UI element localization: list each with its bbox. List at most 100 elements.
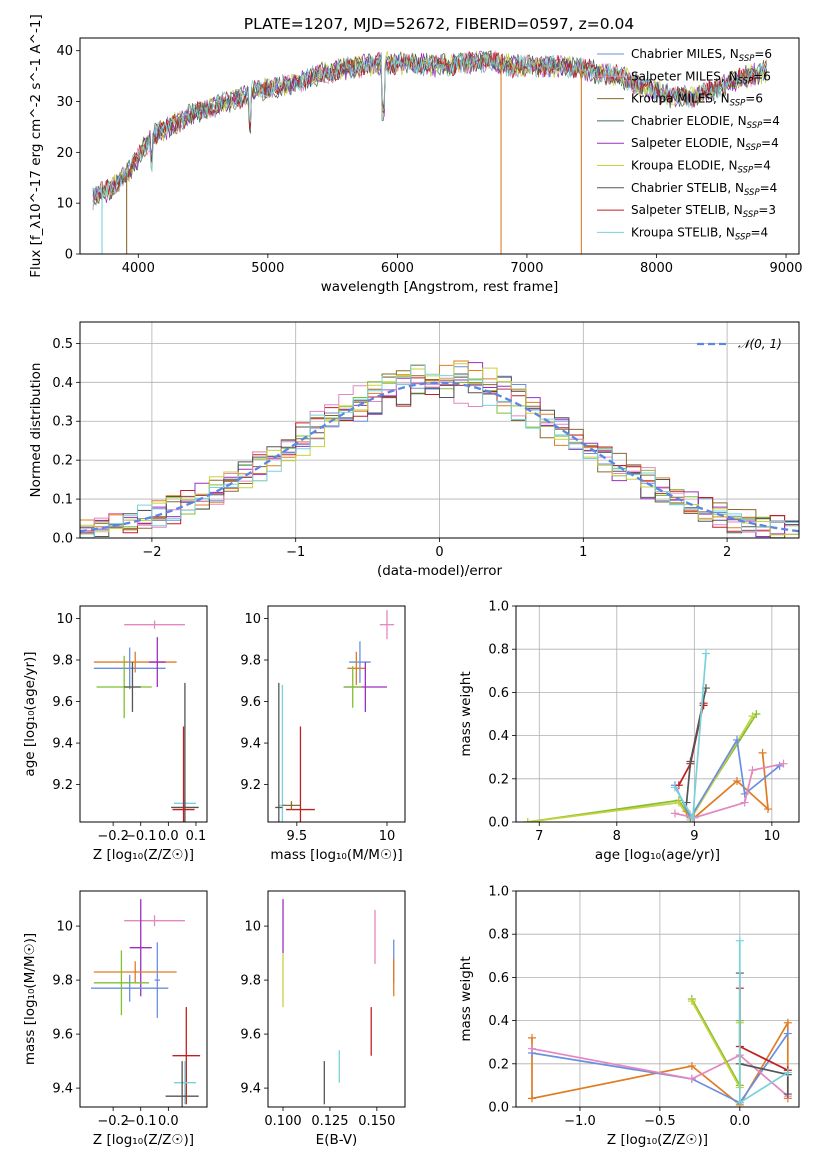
legend-label-sub: SSP [730, 99, 746, 109]
legend-label: Salpeter MILES, NSSP=6 [631, 69, 771, 86]
histogram-step [80, 363, 799, 536]
legend-label-sub: SSP [743, 210, 759, 220]
x-tick-label: 0.0 [158, 829, 179, 844]
y-tick-label: 0.2 [52, 454, 73, 469]
x-tick-label: 7 [535, 829, 543, 844]
legend-label-sub: SSP [738, 76, 754, 86]
histogram-frame [79, 321, 800, 539]
weight-marker [748, 712, 757, 721]
y-tick-label: 9.8 [52, 654, 73, 669]
legend-label: Kroupa STELIB, NSSP=4 [631, 225, 768, 242]
legend-label-suffix: =3 [758, 203, 776, 217]
y-tick-label: 0.2 [488, 772, 509, 787]
spectrum-line [92, 52, 767, 206]
y-tick-label: 9.6 [240, 695, 261, 710]
x-axis-label: wavelength [Angstrom, rest frame] [321, 279, 559, 295]
x-tick-label: 7000 [510, 261, 543, 276]
x-tick-label: 0.0 [729, 1114, 750, 1129]
axes-residual_hist: −2 −1 0 1 2 0.0 0.1 0.2 0.3 0.4 0.5 (data-model)/er… [28, 322, 799, 579]
weight-marker [783, 1018, 792, 1027]
weight-marker [779, 759, 788, 768]
weight-marker [732, 735, 741, 744]
spectrum-line [92, 52, 767, 205]
weight-marker [783, 1090, 792, 1099]
spectrum-line [92, 50, 767, 202]
legend-label-text: Kroupa MILES, N [631, 92, 730, 106]
legend-label-suffix: =6 [754, 47, 772, 61]
legend-label-suffix: =4 [760, 181, 778, 195]
y-tick-label: 10 [244, 920, 261, 935]
y-tick-label: 9.6 [240, 1028, 261, 1043]
weight-marker [687, 1061, 696, 1070]
x-tick-label: −0.2 [97, 829, 129, 844]
y-tick-label: 0.6 [488, 686, 509, 701]
x-axis-label: Z [log₁₀(Z/Z☉)] [93, 847, 194, 863]
legend-label-text: Salpeter STELIB, N [631, 203, 743, 217]
weight-marker [783, 1068, 792, 1077]
weight-marker [527, 1094, 536, 1103]
legend-label: Salpeter STELIB, NSSP=3 [631, 203, 776, 220]
legend-label-text: Salpeter MILES, N [631, 69, 738, 83]
plot-massweight_vs_age [523, 649, 788, 822]
x-tick-label: 9 [690, 829, 698, 844]
y-tick-label: 9.4 [240, 737, 261, 752]
y-tick-label: 0 [65, 248, 73, 263]
y-tick-label: 0.0 [52, 532, 73, 547]
legend-label-suffix: =4 [751, 225, 769, 239]
x-tick-label: 9000 [769, 261, 802, 276]
normal-curve [80, 381, 799, 533]
weight-marker [687, 1074, 696, 1083]
weight-marker [763, 805, 772, 814]
legend-label-suffix: =4 [761, 136, 779, 150]
plot-mass_vs_Z [91, 899, 201, 1107]
x-tick-label: 0 [435, 545, 443, 560]
plot-age_vs_Z [93, 620, 199, 822]
y-tick-label: 9.2 [52, 778, 73, 793]
legend-label-sub: SSP [747, 121, 763, 131]
weight-line [738, 940, 789, 1105]
x-tick-label: 0.0 [158, 1114, 179, 1129]
y-tick-label: 0.4 [52, 376, 73, 391]
weight-marker [527, 1033, 536, 1042]
y-axis-label: mass weight [458, 956, 474, 1041]
plot-residual_hist [80, 360, 799, 538]
weight-marker [686, 757, 695, 766]
x-tick-label: 0.125 [311, 1114, 348, 1129]
y-tick-label: 9.6 [52, 1028, 73, 1043]
y-tick-label: 10 [244, 612, 261, 627]
weight-line [531, 1047, 789, 1097]
x-tick-label: 1 [579, 545, 587, 560]
y-axis-label: age [log₁₀(age/yr)] [22, 651, 38, 776]
legend-label-suffix: =6 [753, 69, 771, 83]
legend-label-sub: SSP [744, 188, 760, 198]
x-axis-label: Z [log₁₀(Z/Z☉)] [93, 1132, 194, 1148]
weight-line [531, 1033, 789, 1104]
y-tick-label: 0.2 [488, 1057, 509, 1072]
weight-marker [687, 997, 696, 1006]
axes-age_vs_Z: −0.2−0.1 0.0 0.1 9.2 9.4 9.6 9.8 10 Z [log₁₀(Z/Z… [22, 612, 206, 863]
y-tick-label: 10 [56, 920, 73, 935]
weight-marker [758, 748, 767, 757]
weight-marker [674, 798, 683, 807]
legend-label: Kroupa ELODIE, NSSP=4 [631, 159, 771, 176]
histogram-step [80, 377, 799, 533]
x-tick-label: 0.1 [186, 829, 207, 844]
legend-label-suffix: =4 [753, 159, 771, 173]
weight-marker [701, 649, 710, 658]
legend-label-text: Chabrier STELIB, N [631, 181, 744, 195]
weight-marker [735, 936, 744, 945]
plot-age_vs_mass [275, 610, 395, 822]
x-tick-label: −0.1 [125, 829, 157, 844]
errorbar-frame [79, 890, 208, 1108]
y-tick-label: 0.0 [488, 1101, 509, 1116]
legend-label: Chabrier MILES, NSSP=6 [631, 47, 772, 64]
x-tick-label: −0.5 [644, 1114, 676, 1129]
plot-mass_vs_EBV [282, 899, 395, 1105]
weight-marker [688, 813, 697, 822]
histogram-step [80, 373, 799, 537]
y-tick-label: 0.8 [488, 928, 509, 943]
legend-label: Chabrier ELODIE, NSSP=4 [631, 114, 780, 131]
axes-age_vs_mass: 9.5 10 9.2 9.4 9.6 9.8 10 mass [log₁₀(M/M☉)] [240, 612, 402, 863]
legend-label-sub: SSP [745, 143, 761, 153]
y-tick-label: 0.5 [52, 337, 73, 352]
